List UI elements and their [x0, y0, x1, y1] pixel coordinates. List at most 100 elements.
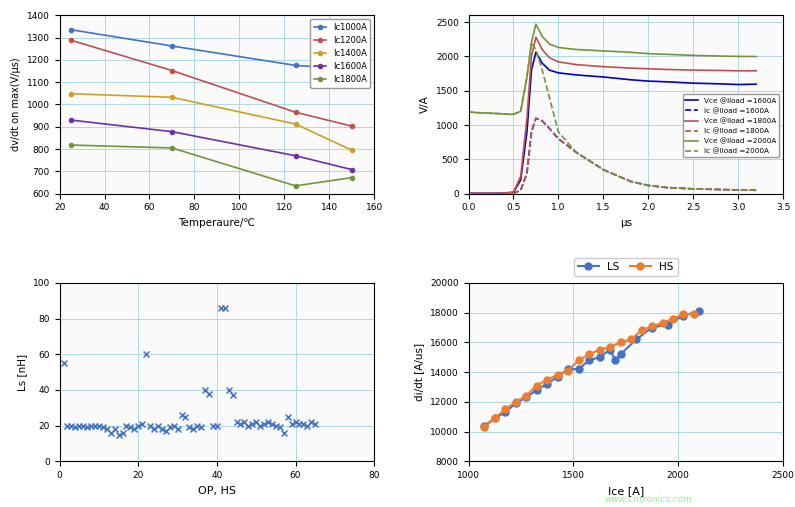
- HS: [679, 311, 688, 317]
- LS: [542, 381, 552, 387]
- Vce @Iload =2000A: [526, 40, 536, 46]
- HS: [657, 320, 667, 326]
- Ic1000A: [347, 66, 356, 72]
- Ic @Iload =1600A: [661, 185, 671, 191]
- Point: [207, 422, 219, 430]
- Point: [250, 418, 262, 426]
- Ic @Iload =1800A: [531, 115, 541, 121]
- LS: [584, 357, 594, 364]
- Point: [297, 420, 310, 428]
- Vce @Iload =2000A: [531, 21, 541, 27]
- LS: [605, 347, 615, 353]
- Ic @Iload =1800A: [688, 186, 698, 192]
- HS: [542, 377, 552, 383]
- Point: [132, 422, 145, 430]
- Vce @Iload =1800A: [468, 190, 478, 196]
- Ic @Iload =2000A: [626, 178, 635, 185]
- X-axis label: OP, HS: OP, HS: [198, 486, 236, 496]
- Ic @Iload =2000A: [495, 111, 505, 117]
- Vce @Iload =2000A: [545, 41, 554, 47]
- Vce @Iload =1600A: [716, 81, 725, 87]
- Ic1200A: [66, 37, 76, 43]
- Ic @Iload =1600A: [526, 129, 536, 135]
- Ic @Iload =2000A: [468, 110, 478, 116]
- LS: [501, 409, 510, 415]
- Ic @Iload =2000A: [545, 94, 554, 100]
- Ic1400A: [167, 94, 176, 100]
- Point: [152, 422, 165, 430]
- Point: [277, 429, 290, 437]
- LS: [574, 366, 584, 372]
- Ic1600A: [66, 117, 76, 123]
- Ic @Iload =2000A: [473, 110, 483, 116]
- HS: [647, 323, 657, 329]
- Vce @Iload =1600A: [661, 79, 671, 85]
- Vce @Iload =1600A: [599, 74, 608, 80]
- Vce @Iload =1800A: [572, 61, 581, 67]
- Ic @Iload =2000A: [688, 186, 698, 192]
- Ic @Iload =2000A: [572, 150, 581, 156]
- Vce @Iload =2000A: [509, 112, 518, 118]
- Vce @Iload =1600A: [545, 67, 554, 73]
- Ic @Iload =1800A: [733, 187, 743, 193]
- Point: [219, 304, 231, 312]
- Ic @Iload =1600A: [516, 187, 525, 193]
- Ic1000A: [291, 62, 301, 68]
- Point: [301, 422, 314, 430]
- LS: [522, 394, 531, 401]
- HS: [532, 382, 541, 388]
- Vce @Iload =2000A: [516, 108, 525, 115]
- HS: [637, 328, 646, 334]
- Vce @Iload =1800A: [733, 68, 743, 74]
- Vce @Iload =1600A: [463, 190, 473, 196]
- Point: [308, 420, 321, 428]
- Point: [124, 423, 137, 431]
- Vce @Iload =1600A: [537, 60, 547, 66]
- Point: [128, 425, 141, 433]
- Point: [266, 420, 278, 428]
- Ic1600A: [291, 153, 301, 159]
- X-axis label: Ice [A]: Ice [A]: [607, 486, 644, 496]
- Vce @Iload =1800A: [482, 190, 491, 196]
- Point: [148, 425, 161, 433]
- Vce @Iload =2000A: [522, 74, 532, 80]
- Vce @Iload =1800A: [643, 66, 653, 72]
- HS: [595, 347, 604, 353]
- Ic @Iload =1600A: [509, 190, 518, 196]
- Ic1600A: [347, 166, 356, 172]
- LS: [553, 374, 562, 380]
- Point: [108, 425, 121, 433]
- Point: [191, 422, 204, 430]
- Vce @Iload =2000A: [537, 33, 547, 40]
- Point: [293, 420, 306, 428]
- HS: [501, 406, 510, 412]
- Ic @Iload =1600A: [531, 115, 541, 121]
- Point: [203, 389, 215, 397]
- Vce @Iload =1800A: [751, 68, 761, 74]
- Y-axis label: Ls [nH]: Ls [nH]: [17, 353, 27, 391]
- Point: [171, 425, 184, 433]
- Legend: LS, HS: LS, HS: [574, 258, 677, 276]
- Vce @Iload =1800A: [688, 67, 698, 73]
- Ic @Iload =1800A: [545, 125, 554, 131]
- Ic @Iload =2000A: [643, 183, 653, 189]
- Line: Vce @Iload =1600A: Vce @Iload =1600A: [468, 52, 756, 193]
- Vce @Iload =1800A: [545, 55, 554, 61]
- HS: [522, 393, 531, 399]
- Vce @Iload =1800A: [516, 173, 525, 179]
- Vce @Iload =2000A: [473, 110, 483, 116]
- Ic @Iload =1600A: [522, 170, 532, 176]
- Vce @Iload =1800A: [531, 34, 541, 40]
- Ic @Iload =1600A: [473, 191, 483, 197]
- Ic @Iload =2000A: [733, 187, 743, 193]
- Ic @Iload =1600A: [482, 191, 491, 197]
- HS: [553, 372, 562, 378]
- Vce @Iload =1800A: [626, 65, 635, 71]
- Ic @Iload =2000A: [599, 167, 608, 173]
- LS: [490, 415, 499, 421]
- Ic1200A: [167, 67, 176, 74]
- Point: [238, 418, 250, 426]
- LS: [631, 336, 641, 342]
- Ic1600A: [167, 129, 176, 135]
- Ic @Iload =1800A: [495, 191, 505, 197]
